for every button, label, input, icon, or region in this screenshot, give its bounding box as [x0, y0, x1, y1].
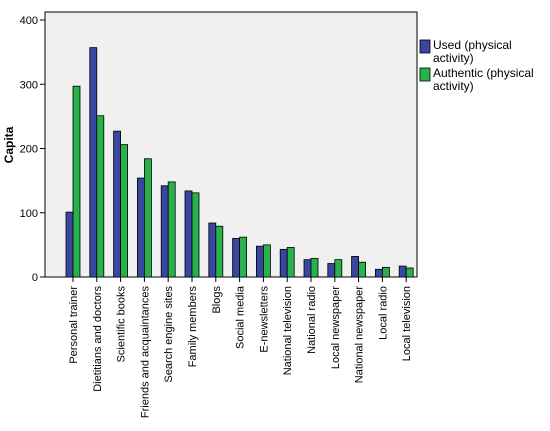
- legend-label: activity): [433, 79, 474, 93]
- x-tick-label: Local radio: [377, 286, 389, 340]
- x-tick-label: Blogs: [211, 286, 223, 314]
- x-tick-label: Friends and acquaintances: [139, 286, 151, 419]
- bar-authentic-12: [334, 259, 343, 278]
- x-tick-label: Dietitians and doctors: [92, 286, 104, 392]
- x-tick-label: E-newsletters: [258, 286, 270, 353]
- bar-authentic-3: [120, 144, 128, 278]
- x-tick-label: National newspaper: [354, 286, 366, 384]
- y-tick-label: 300: [20, 79, 38, 91]
- x-tick-label: National television: [282, 286, 294, 375]
- y-tick-label: 200: [20, 144, 38, 156]
- y-axis-title: Capita: [2, 126, 16, 163]
- x-tick-label: Personal trainer: [68, 286, 80, 364]
- legend-label: Used (physical: [433, 38, 512, 52]
- legend-label: Authentic (physical: [433, 66, 534, 80]
- bars-layer: [65, 47, 414, 278]
- bar-authentic-1: [72, 85, 81, 278]
- bar-authentic-7: [215, 225, 224, 278]
- bar-used-10: [279, 248, 288, 278]
- bar-used-14: [374, 268, 383, 278]
- bar-authentic-10: [286, 247, 295, 278]
- bar-authentic-13: [358, 261, 367, 278]
- x-tick-label: Social media: [235, 285, 247, 349]
- legend-label: activity): [433, 51, 474, 65]
- bar-authentic-8: [239, 236, 248, 278]
- bar-authentic-6: [191, 192, 200, 278]
- bar-authentic-2: [96, 115, 105, 278]
- bar-authentic-5: [167, 181, 176, 278]
- bar-used-11: [303, 259, 312, 278]
- legend-swatch: [419, 67, 431, 82]
- bar-used-12: [327, 263, 336, 278]
- y-tick-label: 100: [20, 208, 38, 220]
- bar-authentic-9: [262, 244, 271, 278]
- bar-used-8: [232, 238, 241, 278]
- x-tick-label: Local television: [401, 286, 413, 361]
- bar-used-5: [160, 185, 169, 278]
- bar-used-3: [113, 130, 121, 278]
- x-axis: Personal trainer Dietitians and doctors Sc…: [68, 277, 413, 418]
- y-tick-label: 400: [20, 15, 38, 27]
- x-tick-label: Search engine sites: [163, 286, 175, 383]
- bar-used-7: [208, 222, 217, 278]
- x-tick-label: Scientific books: [116, 286, 128, 363]
- bar-used-2: [89, 47, 98, 278]
- x-tick-label: National radio: [306, 286, 318, 354]
- bar-used-6: [184, 190, 193, 278]
- x-tick-label: Local newspaper: [330, 286, 342, 370]
- x-tick-label: Family members: [187, 286, 199, 368]
- bar-used-4: [136, 177, 145, 278]
- bar-authentic-4: [143, 158, 152, 278]
- bar-authentic-15: [405, 267, 414, 278]
- bar-used-15: [398, 265, 407, 278]
- bar-used-9: [255, 245, 264, 278]
- y-axis: 0 100 200 300 400: [20, 15, 45, 284]
- plot-area: [44, 11, 418, 278]
- y-tick-label: 0: [32, 272, 38, 284]
- legend-swatch: [419, 39, 431, 54]
- bar-used-13: [351, 256, 360, 278]
- bar-authentic-14: [381, 266, 390, 278]
- bar-used-1: [65, 211, 74, 278]
- bar-authentic-11: [310, 257, 319, 278]
